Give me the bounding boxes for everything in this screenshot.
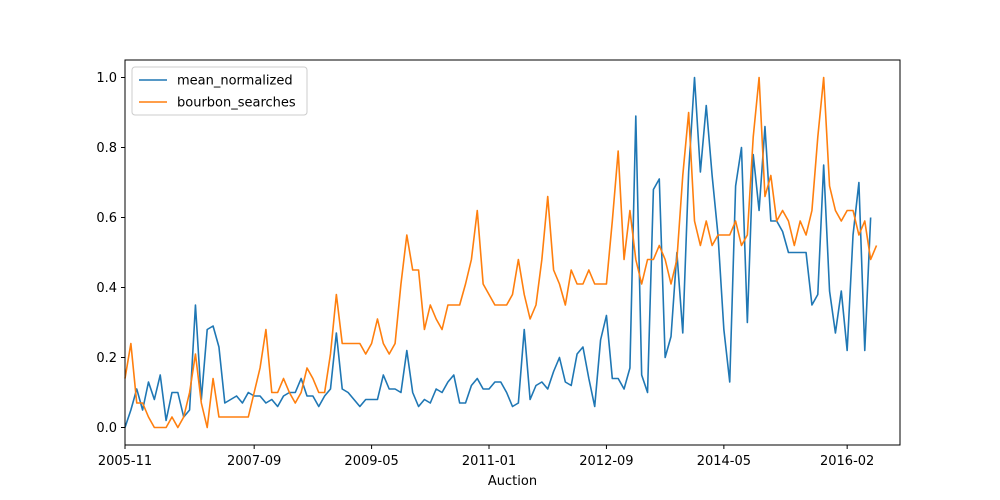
x-tick-label: 2005-11: [98, 454, 152, 469]
y-tick-label: 0.4: [96, 281, 117, 296]
y-tick-label: 0.6: [96, 211, 117, 226]
y-axis: 0.0 0.2 0.4 0.6 0.8 1.0: [96, 71, 125, 436]
x-tick-label: 2012-09: [579, 454, 633, 469]
x-tick-label: 2007-09: [227, 454, 281, 469]
x-tick-label: 2009-05: [344, 454, 398, 469]
x-axis-label: Auction: [488, 474, 537, 489]
y-tick-label: 0.8: [96, 141, 117, 156]
y-tick-label: 1.0: [96, 71, 117, 86]
legend-label-mean-normalized: mean_normalized: [177, 74, 293, 89]
x-tick-label: 2016-02: [820, 454, 874, 469]
x-tick-label: 2014-05: [697, 454, 751, 469]
legend-box: [131, 66, 308, 116]
series-line-bourbon-searches: [124, 76, 878, 429]
plot-lines: [124, 76, 878, 429]
y-tick-label: 0.0: [96, 421, 117, 436]
x-tick-label: 2011-01: [462, 454, 516, 469]
x-axis: 2005-11 2007-09 2009-05 2011-01 2012-09 2014-…: [98, 445, 874, 469]
legend-label-bourbon-searches: bourbon_searches: [177, 96, 296, 111]
legend: mean_normalized bourbon_searches: [131, 66, 308, 116]
y-tick-label: 0.2: [96, 351, 117, 366]
series-line-mean-normalized: [124, 76, 872, 428]
plot-frame: [124, 59, 901, 446]
